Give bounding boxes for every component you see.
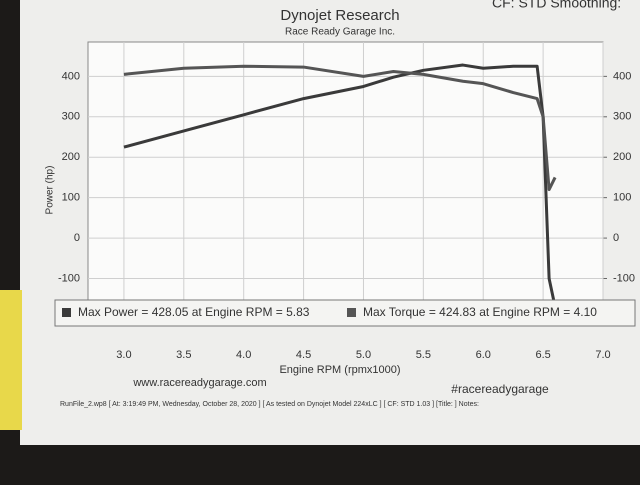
x-tick-label: 6.5 xyxy=(535,349,550,361)
series-line xyxy=(123,63,557,308)
series-line xyxy=(123,64,557,192)
y-tick-label: 0 xyxy=(74,232,80,244)
x-tick-label: 5.5 xyxy=(416,349,431,361)
legend-swatch xyxy=(62,308,71,317)
y-axis-label: Power (hp) xyxy=(45,166,56,215)
y-tick-label: 300 xyxy=(62,111,80,123)
y-tick-label: 100 xyxy=(62,192,80,204)
legend-label: Max Power = 428.05 at Engine RPM = 5.83 xyxy=(78,305,310,319)
x-axis-label: Engine RPM (rpmx1000) xyxy=(279,364,400,376)
y-tick-label: 400 xyxy=(62,70,80,82)
y2-tick-label: 300 xyxy=(613,111,631,123)
x-tick-label: 3.0 xyxy=(116,349,131,361)
corner-note: CF: STD Smoothing: xyxy=(492,0,621,11)
chart-subtitle: Race Ready Garage Inc. xyxy=(285,27,395,38)
chart-title: Dynojet Research xyxy=(280,7,399,24)
y2-tick-label: 200 xyxy=(613,151,631,163)
x-tick-label: 7.0 xyxy=(595,349,610,361)
x-tick-label: 4.0 xyxy=(236,349,251,361)
legend-swatch xyxy=(347,308,356,317)
plot-area xyxy=(87,41,604,326)
y-tick-label: -100 xyxy=(58,272,80,284)
y2-tick-label: 400 xyxy=(613,70,631,82)
legend-box xyxy=(54,299,636,327)
y2-tick-label: -100 xyxy=(613,272,635,284)
legend-label: Max Torque = 424.83 at Engine RPM = 4.10 xyxy=(363,305,597,319)
website: www.racereadygarage.com xyxy=(132,377,266,389)
x-tick-label: 4.5 xyxy=(296,349,311,361)
x-tick-label: 6.0 xyxy=(476,349,491,361)
hashtag: #racereadygarage xyxy=(451,382,549,396)
footer: RunFile_2.wp8 [ At: 3:19:49 PM, Wednesda… xyxy=(60,401,479,408)
sticky-note xyxy=(0,290,22,430)
x-tick-label: 5.0 xyxy=(356,349,371,361)
y2-tick-label: 100 xyxy=(613,192,631,204)
y2-tick-label: 0 xyxy=(613,232,619,244)
x-tick-label: 3.5 xyxy=(176,349,191,361)
y-tick-label: 200 xyxy=(62,151,80,163)
